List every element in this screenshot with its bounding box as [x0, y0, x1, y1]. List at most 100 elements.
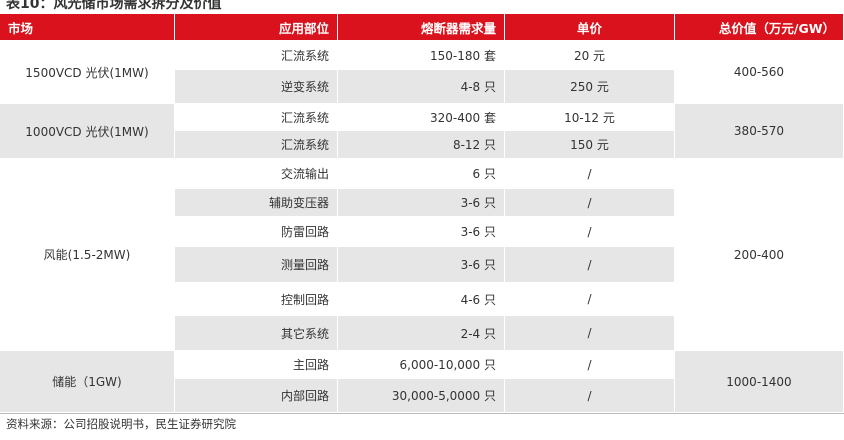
cell-text: 20 元 — [573, 48, 606, 63]
part-cell: 汇流系统 — [175, 104, 337, 130]
demand-cell: 4-6 只 — [338, 283, 504, 315]
price-cell: / — [505, 351, 674, 378]
demand-cell: 150-180 套 — [338, 41, 504, 69]
cell-text: 400-560 — [733, 65, 785, 79]
total-cell: 400-560 — [675, 41, 843, 103]
price-cell: / — [505, 379, 674, 412]
cell-text: 6,000-10,000 只 — [399, 358, 497, 372]
cell-text: 4-6 只 — [460, 292, 496, 307]
cell-text: / — [587, 195, 592, 210]
price-cell: 250 元 — [505, 70, 674, 103]
cell-text: 逆变系统 — [280, 80, 329, 94]
part-cell: 交流输出 — [175, 159, 337, 188]
total-cell: 1000-1400 — [675, 351, 843, 412]
demand-cell: 30,000-5,0000 只 — [338, 379, 504, 412]
cell-text: 储能（1GW) — [52, 375, 122, 389]
cell-text: 总价值（万元/GW） — [718, 20, 835, 36]
demand-cell: 2-4 只 — [338, 316, 504, 350]
cell-text: 内部回路 — [280, 389, 329, 403]
part-cell: 辅助变压器 — [175, 189, 337, 216]
cell-text: 熔断器需求量 — [420, 20, 496, 36]
cell-text: 30,000-5,0000 只 — [391, 389, 496, 403]
cell-text: 应用部位 — [278, 20, 329, 36]
cell-text: 1500VCD 光伏(1MW) — [25, 65, 149, 80]
cell-text: / — [587, 224, 592, 239]
price-cell: / — [505, 247, 674, 282]
cell-text: / — [587, 257, 592, 272]
table-title: 表10：风光储市场需求拆分及价值 — [6, 0, 222, 12]
source-note: 资料来源：公司招股说明书，民生证券研究院 — [6, 417, 236, 431]
cell-text: 380-570 — [733, 124, 785, 138]
total-cell: 200-400 — [675, 159, 843, 350]
price-cell: 20 元 — [505, 41, 674, 69]
demand-cell: 4-8 只 — [338, 70, 504, 103]
cell-text: 单价 — [576, 20, 602, 36]
part-cell: 汇流系统 — [175, 131, 337, 158]
cell-text: / — [587, 388, 592, 403]
cell-text: 交流输出 — [280, 167, 329, 181]
cell-text: 8-12 只 — [452, 138, 496, 152]
cell-text: 其它系统 — [280, 326, 329, 341]
cell-text: / — [587, 326, 592, 340]
part-cell: 逆变系统 — [175, 70, 337, 103]
total-cell: 380-570 — [675, 104, 843, 158]
cell-text: 市场 — [8, 20, 34, 36]
part-cell: 汇流系统 — [175, 41, 337, 69]
price-cell: / — [505, 283, 674, 315]
cell-text: 3-6 只 — [460, 196, 496, 210]
cell-text: 辅助变压器 — [268, 196, 329, 210]
cell-text: 250 元 — [570, 80, 609, 94]
column-header: 熔断器需求量 — [338, 14, 504, 40]
cell-text: 3-6 只 — [460, 258, 496, 272]
cell-text: 150 元 — [570, 138, 609, 152]
part-cell: 主回路 — [175, 351, 337, 378]
price-cell: / — [505, 189, 674, 216]
cell-text: 测量回路 — [280, 258, 329, 272]
column-header: 单价 — [505, 14, 674, 40]
demand-cell: 320-400 套 — [338, 104, 504, 130]
column-header: 应用部位 — [175, 14, 337, 40]
cell-text: 控制回路 — [280, 292, 329, 307]
cell-text: 汇流系统 — [280, 138, 329, 152]
cell-text: / — [587, 166, 592, 181]
part-cell: 防雷回路 — [175, 217, 337, 246]
bottom-rule — [0, 413, 844, 414]
cell-text: 3-6 只 — [460, 225, 496, 239]
part-cell: 控制回路 — [175, 283, 337, 315]
cell-text: 150-180 套 — [430, 48, 496, 63]
cell-text: 风能(1.5-2MW) — [43, 248, 131, 262]
part-cell: 测量回路 — [175, 247, 337, 282]
column-header: 总价值（万元/GW） — [675, 14, 843, 40]
cell-text: 10-12 元 — [564, 110, 615, 125]
part-cell: 内部回路 — [175, 379, 337, 412]
price-cell: / — [505, 316, 674, 350]
demand-cell: 6,000-10,000 只 — [338, 351, 504, 378]
demand-cell: 3-6 只 — [338, 247, 504, 282]
cell-text: 主回路 — [292, 358, 329, 372]
demand-cell: 3-6 只 — [338, 189, 504, 216]
price-cell: 150 元 — [505, 131, 674, 158]
cell-text: 2-4 只 — [460, 326, 496, 341]
cell-text: 1000VCD 光伏(1MW) — [25, 124, 149, 139]
cell-text: 6 只 — [472, 167, 496, 181]
cell-text: 4-8 只 — [460, 80, 496, 94]
cell-text: 防雷回路 — [280, 225, 329, 239]
demand-cell: 6 只 — [338, 159, 504, 188]
demand-cell: 3-6 只 — [338, 217, 504, 246]
cell-text: / — [587, 357, 592, 372]
market-cell: 1500VCD 光伏(1MW) — [0, 41, 174, 103]
price-cell: 10-12 元 — [505, 104, 674, 130]
price-cell: / — [505, 159, 674, 188]
market-cell: 储能（1GW) — [0, 351, 174, 412]
part-cell: 其它系统 — [175, 316, 337, 350]
cell-text: 200-400 — [733, 247, 785, 262]
cell-text: 320-400 套 — [430, 110, 496, 125]
cell-text: / — [587, 292, 592, 306]
column-header: 市场 — [0, 14, 174, 40]
cell-text: 汇流系统 — [280, 110, 329, 125]
demand-cell: 8-12 只 — [338, 131, 504, 158]
cell-text: 1000-1400 — [726, 374, 792, 389]
cell-text: 汇流系统 — [280, 48, 329, 63]
market-cell: 1000VCD 光伏(1MW) — [0, 104, 174, 158]
